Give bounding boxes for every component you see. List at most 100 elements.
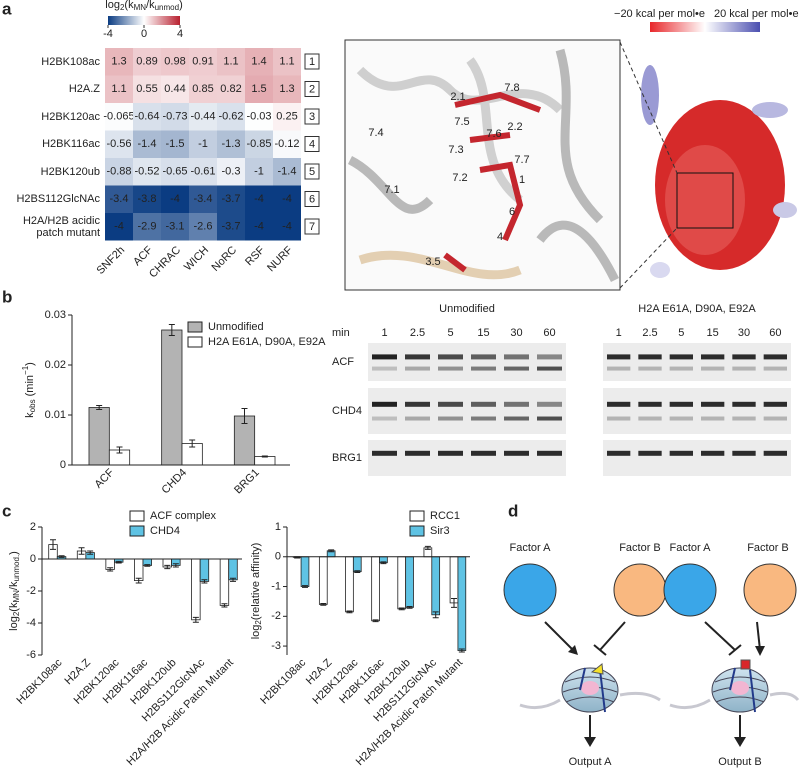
heatmap-cell xyxy=(133,213,161,241)
error-bar xyxy=(189,439,196,448)
error-bar xyxy=(451,597,458,608)
bar xyxy=(457,556,467,651)
colorbar xyxy=(108,16,180,25)
cell-label: -4 xyxy=(254,221,264,233)
gel-band xyxy=(669,401,693,407)
cell-label: -0.065 xyxy=(103,111,134,123)
gel-band xyxy=(763,354,787,360)
y-tick-label: 0 xyxy=(60,459,66,471)
cell-label: -4 xyxy=(114,221,124,233)
structure-ribbons xyxy=(347,48,620,283)
error-bar xyxy=(458,648,465,653)
gel-background xyxy=(603,440,791,476)
row-id: 3 xyxy=(309,111,315,123)
cell-label: 1.1 xyxy=(111,83,126,95)
column-label: RSF xyxy=(243,244,267,268)
gel-band xyxy=(372,450,397,456)
cell-label: -2.6 xyxy=(194,221,213,233)
cell-label: -1 xyxy=(198,138,208,150)
bar xyxy=(161,329,183,466)
structure-label: 7.5 xyxy=(454,116,469,128)
row-id: 4 xyxy=(309,138,315,150)
y-axis-title-part: obs xyxy=(28,399,37,412)
gel-time: 60 xyxy=(543,327,555,339)
legend-swatch xyxy=(409,510,425,522)
column-label: CHRAC xyxy=(147,244,183,280)
y-axis-title-part: 2 xyxy=(12,611,21,616)
row-id-box xyxy=(304,53,320,70)
gel-band xyxy=(471,450,496,456)
gel-band xyxy=(701,354,725,360)
colorbar-title-part: 2 xyxy=(120,3,125,12)
gel-band xyxy=(763,366,787,371)
y-axis-title: kobs (min−1) xyxy=(21,362,37,418)
y-axis-title-part: MN xyxy=(12,590,21,603)
cell-label: -0.03 xyxy=(246,111,271,123)
gel-band xyxy=(732,416,756,421)
panel-label: a xyxy=(2,0,12,18)
cell-label: 1.4 xyxy=(251,56,266,68)
x-tick-label: ACF xyxy=(92,466,116,490)
cell-label: -0.64 xyxy=(134,111,159,123)
bar xyxy=(254,456,276,466)
structure-label: 3.5 xyxy=(425,256,440,268)
gel-band xyxy=(537,450,562,456)
y-tick-label: 2 xyxy=(30,521,36,533)
row-label: H2BK108ac xyxy=(41,55,100,68)
cell-label: 0.82 xyxy=(220,83,241,95)
heatmap-cell xyxy=(189,75,217,103)
bar xyxy=(449,556,459,604)
gel-band xyxy=(372,401,397,407)
gel-time: 1 xyxy=(381,327,387,339)
gel-band xyxy=(372,366,397,371)
y-tick-label: 0.03 xyxy=(45,309,66,321)
colorbar-title-part: /k xyxy=(146,0,155,11)
bar xyxy=(199,558,210,582)
surface-legend: −20 kcal per mol•e xyxy=(614,8,705,20)
y-axis-title-part: log xyxy=(250,625,262,640)
error-bar xyxy=(192,616,199,623)
factor-label: Factor A xyxy=(510,542,552,554)
cell-label: 1.3 xyxy=(111,56,126,68)
cell-label: -0.52 xyxy=(134,166,159,178)
gel-band xyxy=(638,416,662,421)
colorbar-tick-label: -4 xyxy=(103,28,113,40)
zoom-line xyxy=(619,227,678,289)
heatmap-cell xyxy=(105,158,133,186)
structure-label: 7.3 xyxy=(448,144,463,156)
error-bar xyxy=(424,545,431,550)
row-id: 6 xyxy=(309,193,315,205)
cell-label: -1.5 xyxy=(166,138,185,150)
error-bar xyxy=(372,619,379,623)
gel-time: 5 xyxy=(678,327,684,339)
cell-label: 1.1 xyxy=(279,56,294,68)
heatmap-cell xyxy=(245,185,273,213)
error-bar xyxy=(96,405,103,410)
error-bar xyxy=(230,577,236,582)
heatmap-cell xyxy=(161,130,189,158)
legend-swatch xyxy=(409,525,425,537)
row-id: 5 xyxy=(309,166,315,178)
legend-label: ACF complex xyxy=(150,510,217,522)
gel-band xyxy=(504,450,529,456)
heatmap-cell xyxy=(273,213,301,241)
gel-band xyxy=(405,450,430,456)
gel-band xyxy=(669,416,693,421)
row-label: H2BK120ub xyxy=(40,165,100,178)
bar xyxy=(88,407,110,466)
bar xyxy=(134,558,144,582)
structure-label: 7.6 xyxy=(486,128,501,140)
gel-time: 30 xyxy=(510,327,522,339)
error-bar xyxy=(432,611,439,619)
error-bar xyxy=(164,564,171,570)
structure-label: 2.1 xyxy=(450,91,465,103)
factor-label: Factor A xyxy=(670,542,712,554)
heatmap-cell xyxy=(273,130,301,158)
heatmap-cell xyxy=(189,185,217,213)
legend-swatch xyxy=(187,321,203,333)
gel-band xyxy=(405,416,430,421)
panel-label: d xyxy=(508,501,518,520)
gel-band xyxy=(732,354,756,360)
gel-time: 5 xyxy=(447,327,453,339)
gel-header: Unmodified xyxy=(439,303,495,315)
